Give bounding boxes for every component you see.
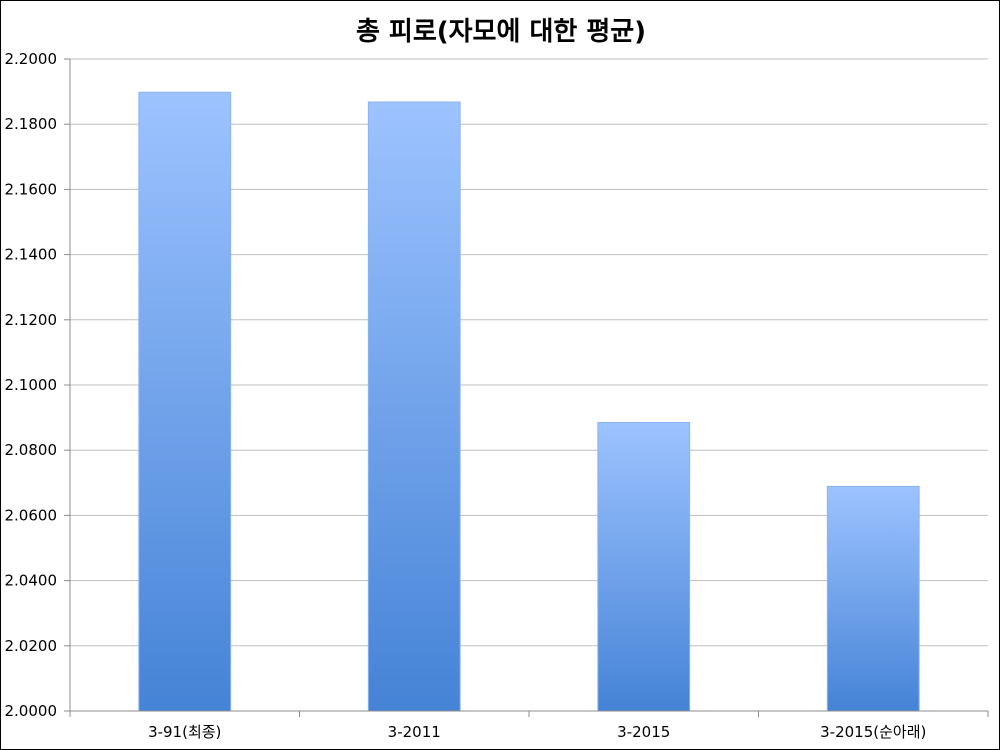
y-tick-label: 2.1800 — [5, 115, 58, 133]
x-category-label: 3-91(최종) — [148, 723, 221, 741]
x-category-label: 3-2011 — [388, 723, 441, 741]
y-tick-label: 2.1400 — [5, 246, 58, 264]
y-tick-label: 2.0200 — [5, 637, 58, 655]
x-category-label: 3-2015(순아래) — [820, 723, 926, 741]
y-tick-label: 2.1200 — [5, 311, 58, 329]
bars — [138, 91, 920, 712]
y-tick-label: 2.1000 — [5, 376, 58, 394]
y-tick-label: 2.2000 — [5, 50, 58, 68]
bar — [597, 421, 691, 712]
y-tick-labels: 2.0000 2.0200 2.0400 2.0600 2.0800 2.1000 2.12… — [5, 50, 58, 720]
chart-title: 총 피로(자모에 대한 평균) — [355, 17, 647, 47]
y-tick-label: 2.0600 — [5, 506, 58, 524]
y-tick-label: 2.0800 — [5, 441, 58, 459]
bar — [138, 91, 232, 712]
y-tick-label: 2.1600 — [5, 180, 58, 198]
x-category-label: 3-2015 — [617, 723, 670, 741]
y-tick-label: 2.0400 — [5, 572, 58, 590]
bar — [826, 485, 920, 712]
y-tick-label: 2.0000 — [5, 702, 58, 720]
x-category-labels: 3-91(최종) 3-2011 3-2015 3-2015(순아래) — [148, 723, 926, 741]
bar — [367, 101, 461, 712]
axes — [64, 58, 989, 717]
